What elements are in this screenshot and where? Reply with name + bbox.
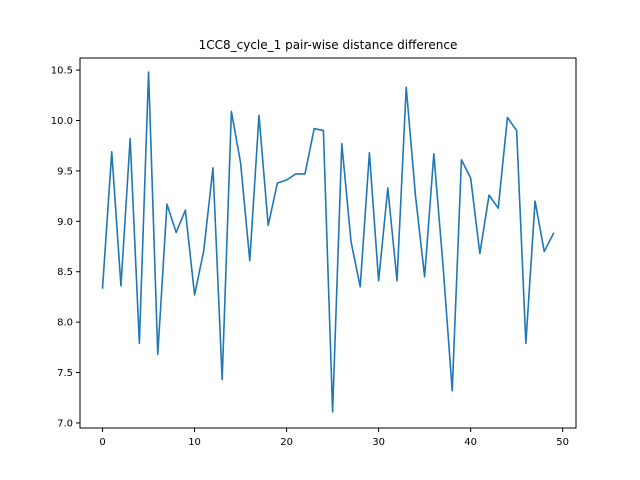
y-tick-label: 8.0 <box>57 318 73 329</box>
x-tick-label: 0 <box>99 437 105 448</box>
y-tick-label: 9.5 <box>57 166 73 177</box>
x-tick-label: 40 <box>464 437 477 448</box>
x-tick-label: 30 <box>372 437 385 448</box>
chart-title: 1CC8_cycle_1 pair-wise distance differen… <box>199 38 458 52</box>
y-tick-label: 8.5 <box>57 267 73 278</box>
y-tick-label: 10.0 <box>51 116 73 127</box>
x-tick-label: 20 <box>280 437 293 448</box>
y-tick-label: 7.5 <box>57 368 73 379</box>
y-tick-label: 10.5 <box>51 66 73 77</box>
y-tick-label: 9.0 <box>57 217 73 228</box>
series-line <box>101 71 555 413</box>
x-tick-label: 50 <box>556 437 569 448</box>
plot-frame <box>79 57 577 429</box>
x-tick-label: 10 <box>188 437 201 448</box>
plot-series-group <box>101 71 555 413</box>
axis-ticks-group: 0 10 20 30 40 50 7.0 7.5 8.0 8.5 9.0 9.5 10.0 10.5 <box>51 66 569 448</box>
y-tick-label: 7.0 <box>57 418 73 429</box>
